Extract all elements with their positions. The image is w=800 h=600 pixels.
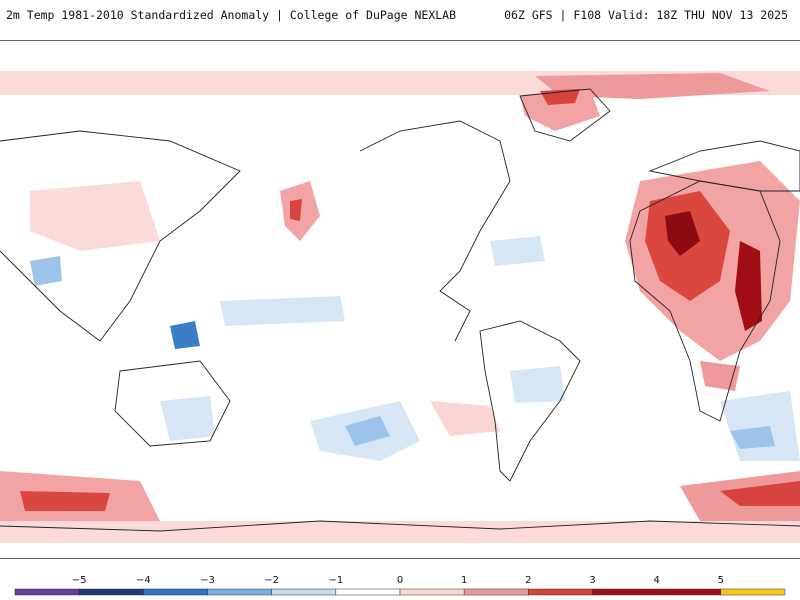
colorbar-segment	[592, 588, 657, 596]
colorbar-tick-label: −1	[328, 575, 343, 586]
colorbar-segment	[399, 588, 465, 596]
colorbar-tick-label: −5	[72, 575, 87, 586]
header: 2m Temp 1981-2010 Standardized Anomaly |…	[0, 0, 800, 30]
colorbar-svg: −5 −4 −3 −2 −1 0 1 2 3 4 5	[14, 575, 786, 596]
north-pacific-warm-core	[290, 199, 302, 221]
colorbar-tick-label: 3	[589, 575, 595, 586]
warm-anomaly-fields	[0, 71, 800, 543]
colorbar-segment	[207, 588, 272, 596]
colorbar-tick-label: −3	[200, 575, 215, 586]
tropical-pacific-cold	[220, 296, 345, 326]
colorbar-segment	[143, 588, 208, 596]
antarctic-east-strong	[720, 481, 800, 506]
colorbar-tick-label: 0	[397, 575, 403, 586]
asia-warm	[30, 181, 160, 251]
south-pacific-warm	[430, 401, 500, 436]
india-cold	[30, 256, 62, 286]
greenland-outline	[519, 88, 611, 142]
colorbar-segment	[78, 588, 144, 596]
map-title: 2m Temp 1981-2010 Standardized Anomaly |…	[6, 8, 457, 22]
colorbar-segment	[14, 588, 80, 596]
coastlines	[0, 88, 800, 532]
indian-ocean-cold	[720, 391, 800, 461]
colorbar-segment	[528, 588, 593, 596]
colorbar-segment	[656, 588, 722, 596]
colorbar-tick-label: 2	[525, 575, 531, 586]
tasman-cold	[160, 396, 215, 441]
west-pacific-cold	[170, 321, 200, 349]
asia-outline	[0, 130, 241, 342]
antarctic-warm-band	[0, 521, 800, 543]
east-africa-extreme	[735, 241, 762, 331]
map-canvas	[0, 71, 800, 543]
colorbar-tick-label: 1	[461, 575, 467, 586]
antarctic-west-strong	[20, 491, 110, 511]
colorbar-segment	[720, 588, 786, 596]
south-america-cold	[510, 366, 565, 403]
colorbar-segment	[463, 588, 529, 596]
antarctica-outline	[0, 520, 800, 532]
south-pacific-cold-core	[345, 416, 390, 446]
model-run-info: 06Z GFS | F108 Valid: 18Z THU NOV 13 202…	[504, 8, 788, 22]
cold-anomaly-fields	[30, 236, 800, 461]
atlantic-cold	[490, 236, 545, 266]
southern-africa-warm	[700, 361, 740, 391]
south-america-outline	[479, 320, 581, 482]
north-america-outline	[359, 120, 511, 342]
australia-outline	[114, 360, 231, 447]
anomaly-map[interactable]	[0, 40, 800, 559]
sahara-extreme	[665, 211, 700, 256]
anomaly-colorbar: −5 −4 −3 −2 −1 0 1 2 3 4 5	[0, 568, 800, 600]
europe-outline	[648, 140, 800, 192]
colorbar-tick-label: −2	[264, 575, 279, 586]
colorbar-segment	[271, 588, 337, 596]
colorbar-tick-label: 5	[718, 575, 724, 586]
greenland-warm-core	[520, 89, 600, 131]
colorbar-tick-label: −4	[136, 575, 151, 586]
colorbar-segment	[335, 588, 401, 596]
colorbar-tick-label: 4	[653, 575, 659, 586]
indian-ocean-cold-core	[730, 426, 775, 449]
